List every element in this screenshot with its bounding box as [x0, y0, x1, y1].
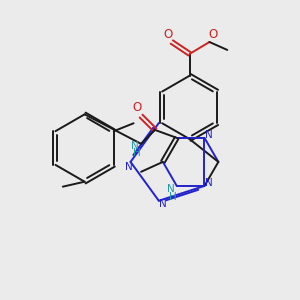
Text: N: N — [131, 141, 139, 151]
Text: N: N — [205, 130, 212, 140]
Text: O: O — [133, 101, 142, 114]
Text: H: H — [133, 148, 141, 158]
Text: N: N — [167, 184, 175, 194]
Text: N: N — [125, 162, 132, 172]
Text: O: O — [163, 28, 172, 41]
Text: H: H — [169, 192, 177, 202]
Text: O: O — [209, 28, 218, 41]
Text: N: N — [205, 178, 212, 188]
Text: N: N — [159, 199, 166, 209]
